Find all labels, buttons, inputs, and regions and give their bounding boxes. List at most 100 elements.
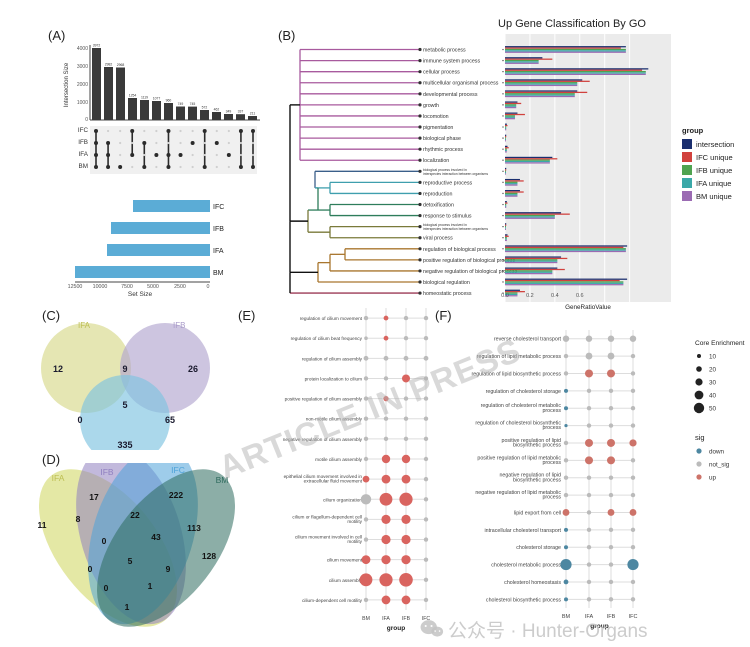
svg-text:349: 349 — [226, 110, 232, 114]
svg-text:biological process involved in: biological process involved in interspeci… — [423, 168, 488, 176]
svg-text:IFB: IFB — [173, 321, 185, 330]
svg-text:response to stimulus: response to stimulus — [423, 214, 472, 220]
svg-text:2982: 2982 — [105, 63, 113, 67]
svg-text:regulation of cholesterol bios: regulation of cholesterol biosynthetic pr… — [475, 421, 561, 432]
svg-text:BM: BM — [213, 270, 224, 277]
svg-text:335: 335 — [117, 440, 132, 450]
svg-text:cilium-dependent cell motility: cilium-dependent cell motility — [302, 598, 363, 603]
svg-text:IFA: IFA — [52, 473, 65, 483]
svg-text:BM: BM — [79, 163, 88, 170]
svg-text:cilium movement: cilium movement — [327, 558, 363, 563]
svg-text:growth: growth — [423, 103, 439, 109]
svg-text:IFB: IFB — [213, 226, 224, 233]
svg-text:1077: 1077 — [153, 97, 161, 101]
svg-text:9: 9 — [166, 564, 171, 574]
svg-text:biological regulation: biological regulation — [423, 280, 470, 286]
svg-text:462: 462 — [214, 108, 220, 112]
svg-text:not_sig: not_sig — [709, 462, 730, 469]
svg-text:10000: 10000 — [93, 284, 108, 290]
svg-text:749: 749 — [178, 102, 184, 106]
svg-text:0: 0 — [102, 536, 107, 546]
svg-text:epithelial cilium movement inv: epithelial cilium movement involved in ex… — [284, 474, 363, 483]
svg-text:cellular process: cellular process — [423, 70, 460, 76]
svg-text:protein localization to cilium: protein localization to cilium — [305, 376, 362, 381]
svg-text:up: up — [709, 475, 717, 482]
svg-text:5000: 5000 — [147, 284, 159, 290]
svg-text:negative regulation of lipidbi: negative regulation of lipid biosynthetic… — [499, 473, 561, 484]
svg-text:intracellular cholesterol tran: intracellular cholesterol transport — [484, 528, 561, 534]
svg-text:cholesterol biosynthetic proce: cholesterol biosynthetic process — [486, 597, 561, 603]
svg-text:sig: sig — [695, 433, 705, 442]
svg-text:reproductive process: reproductive process — [423, 180, 473, 186]
svg-text:9: 9 — [122, 364, 127, 374]
svg-text:cilium organization: cilium organization — [323, 497, 362, 502]
svg-text:IFB: IFB — [78, 139, 88, 146]
svg-text:8: 8 — [76, 514, 81, 524]
svg-text:337: 337 — [238, 110, 244, 114]
svg-text:30: 30 — [709, 380, 717, 387]
svg-text:Intersection Size: Intersection Size — [64, 62, 70, 107]
svg-text:113: 113 — [187, 523, 201, 533]
svg-text:572: 572 — [202, 106, 208, 110]
svg-text:regulation of cholesterol meta: regulation of cholesterol metabolic proce… — [481, 403, 562, 414]
svg-text:40: 40 — [709, 393, 717, 400]
svg-text:745: 745 — [190, 102, 196, 106]
svg-text:developmental process: developmental process — [423, 92, 478, 98]
svg-text:50: 50 — [709, 406, 717, 413]
svg-text:cholesterol homeostasis: cholesterol homeostasis — [504, 580, 561, 586]
svg-text:1254: 1254 — [129, 94, 137, 98]
svg-text:11: 11 — [38, 520, 47, 530]
svg-text:positive regulation of lipid m: positive regulation of lipid metabolic pr… — [477, 455, 561, 466]
svg-text:regulation of cholesterol stor: regulation of cholesterol storage — [486, 389, 561, 395]
svg-text:biological process involved in: biological process involved in interspeci… — [423, 223, 488, 231]
svg-text:cilium or flagellum-dependent: cilium or flagellum-dependent cell motili… — [292, 514, 362, 523]
svg-text:2500: 2500 — [174, 284, 186, 290]
svg-text:0: 0 — [85, 117, 88, 123]
svg-text:negative regulation of biologi: negative regulation of biological proces… — [423, 269, 518, 275]
svg-text:group: group — [387, 625, 405, 632]
svg-text:viral process: viral process — [423, 236, 453, 242]
svg-text:regulation of cilium assembly: regulation of cilium assembly — [302, 356, 363, 361]
svg-text:26: 26 — [188, 364, 198, 374]
svg-text:22: 22 — [130, 510, 140, 520]
svg-text:locomotion: locomotion — [423, 114, 449, 120]
svg-text:IFB: IFB — [402, 616, 411, 622]
svg-text:rhythmic process: rhythmic process — [423, 147, 463, 153]
svg-text:5: 5 — [122, 400, 127, 410]
svg-text:3000: 3000 — [77, 64, 88, 70]
svg-text:localization: localization — [423, 158, 449, 164]
svg-text:biological phase: biological phase — [423, 136, 461, 142]
svg-text:17: 17 — [89, 492, 99, 502]
svg-text:43: 43 — [151, 532, 161, 542]
svg-text:IFC: IFC — [78, 127, 89, 134]
svg-text:negative regulation of lipid m: negative regulation of lipid metabolic pr… — [475, 490, 561, 501]
svg-text:BM: BM — [362, 616, 370, 622]
svg-text:regulation of cilium movement: regulation of cilium movement — [300, 316, 363, 321]
svg-text:IFA: IFA — [78, 321, 91, 330]
svg-text:128: 128 — [202, 551, 216, 561]
svg-text:2968: 2968 — [117, 63, 125, 67]
svg-text:12500: 12500 — [68, 284, 83, 290]
svg-text:cholesterol metabolic process: cholesterol metabolic process — [491, 563, 561, 569]
svg-text:0: 0 — [104, 583, 109, 593]
svg-text:960: 960 — [166, 99, 172, 103]
svg-text:65: 65 — [165, 415, 175, 425]
svg-text:IFC: IFC — [213, 204, 224, 211]
svg-text:motile cilium assembly: motile cilium assembly — [315, 457, 363, 462]
svg-text:1000: 1000 — [77, 100, 88, 106]
svg-text:detoxification: detoxification — [423, 203, 454, 209]
svg-text:pigmentation: pigmentation — [423, 125, 453, 131]
svg-text:IFB: IFB — [100, 467, 114, 477]
svg-text:regulation of biological proce: regulation of biological process — [423, 247, 496, 253]
svg-text:cilium assembly: cilium assembly — [329, 578, 363, 583]
svg-text:0: 0 — [77, 415, 82, 425]
svg-text:0: 0 — [88, 564, 93, 574]
svg-text:3972: 3972 — [93, 44, 101, 48]
svg-text:metabolic process: metabolic process — [423, 48, 466, 54]
svg-text:reproduction: reproduction — [423, 191, 452, 197]
svg-text:20: 20 — [709, 367, 717, 374]
svg-text:multicellular organismal proce: multicellular organismal process — [423, 81, 499, 87]
svg-text:positive regulation of biologi: positive regulation of biological proces… — [423, 258, 516, 264]
svg-text:regulation of cilium beat freq: regulation of cilium beat frequency — [291, 336, 363, 341]
